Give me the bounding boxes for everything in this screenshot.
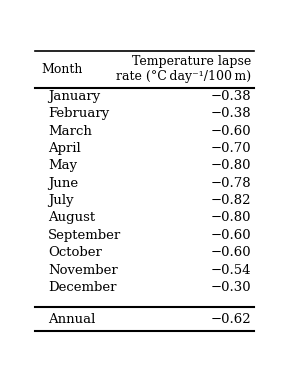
Text: December: December bbox=[49, 281, 117, 294]
Text: April: April bbox=[49, 142, 81, 155]
Text: March: March bbox=[49, 124, 92, 138]
Text: Temperature lapse: Temperature lapse bbox=[132, 55, 252, 68]
Text: September: September bbox=[49, 229, 122, 242]
Text: January: January bbox=[49, 90, 101, 103]
Text: Month: Month bbox=[42, 63, 83, 76]
Text: −0.80: −0.80 bbox=[211, 159, 252, 172]
Text: −0.60: −0.60 bbox=[211, 124, 252, 138]
Text: −0.54: −0.54 bbox=[211, 264, 252, 277]
Text: Annual: Annual bbox=[49, 313, 96, 326]
Text: −0.82: −0.82 bbox=[211, 194, 252, 207]
Text: November: November bbox=[49, 264, 118, 277]
Text: October: October bbox=[49, 246, 102, 259]
Text: July: July bbox=[49, 194, 74, 207]
Text: June: June bbox=[49, 177, 78, 190]
Text: −0.38: −0.38 bbox=[211, 107, 252, 120]
Text: February: February bbox=[49, 107, 110, 120]
Text: −0.62: −0.62 bbox=[211, 313, 252, 326]
Text: rate (°C day⁻¹/100 m): rate (°C day⁻¹/100 m) bbox=[116, 70, 252, 83]
Text: −0.30: −0.30 bbox=[211, 281, 252, 294]
Text: −0.60: −0.60 bbox=[211, 246, 252, 259]
Text: −0.80: −0.80 bbox=[211, 211, 252, 224]
Text: −0.70: −0.70 bbox=[211, 142, 252, 155]
Text: −0.78: −0.78 bbox=[211, 177, 252, 190]
Text: May: May bbox=[49, 159, 78, 172]
Text: −0.60: −0.60 bbox=[211, 229, 252, 242]
Text: August: August bbox=[49, 211, 96, 224]
Text: −0.38: −0.38 bbox=[211, 90, 252, 103]
